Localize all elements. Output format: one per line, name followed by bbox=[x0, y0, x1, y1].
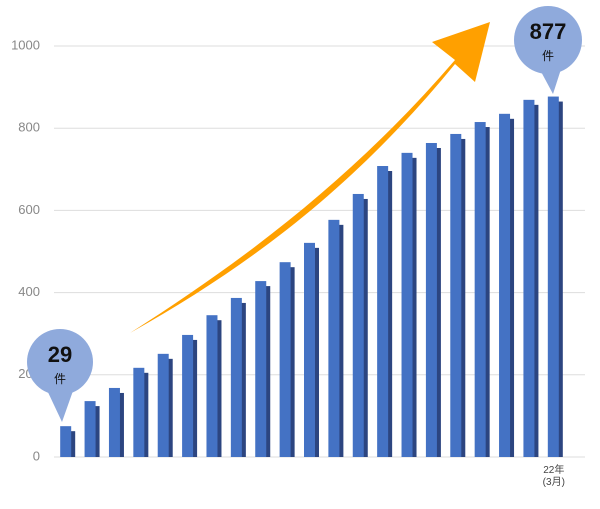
annotation-value: 29 bbox=[48, 342, 72, 367]
bubble: 877 件 bbox=[514, 6, 582, 94]
y-tick-label: 400 bbox=[18, 284, 40, 299]
bar bbox=[499, 113, 511, 457]
bar bbox=[450, 133, 462, 458]
bar bbox=[304, 242, 315, 457]
bar bbox=[230, 297, 242, 457]
bar bbox=[133, 367, 145, 457]
y-tick-label: 1000 bbox=[11, 37, 40, 52]
y-tick-label: 800 bbox=[18, 120, 40, 135]
annotation-value: 877 bbox=[530, 19, 567, 44]
bar bbox=[377, 166, 389, 457]
bar bbox=[60, 426, 72, 457]
bar bbox=[108, 387, 120, 457]
x-tick-label: 22年 (3月) bbox=[542, 465, 565, 488]
bar bbox=[84, 401, 96, 457]
bar bbox=[182, 334, 194, 457]
bar bbox=[328, 219, 340, 457]
bar bbox=[401, 152, 413, 458]
y-tick-label: 0 bbox=[33, 448, 40, 463]
bar bbox=[352, 193, 364, 457]
bar bbox=[523, 99, 535, 457]
bar bbox=[279, 262, 291, 457]
annotation-unit: 件 bbox=[54, 372, 66, 386]
bar bbox=[474, 122, 486, 457]
bar bbox=[157, 353, 169, 457]
bar bbox=[425, 142, 437, 457]
annotation-unit: 件 bbox=[542, 49, 554, 63]
bubble: 29 件 bbox=[27, 329, 93, 422]
trend-arrow bbox=[130, 22, 490, 333]
bar bbox=[547, 96, 559, 457]
y-tick-label: 600 bbox=[18, 202, 40, 217]
bar bbox=[255, 281, 267, 457]
bar bbox=[206, 315, 218, 457]
